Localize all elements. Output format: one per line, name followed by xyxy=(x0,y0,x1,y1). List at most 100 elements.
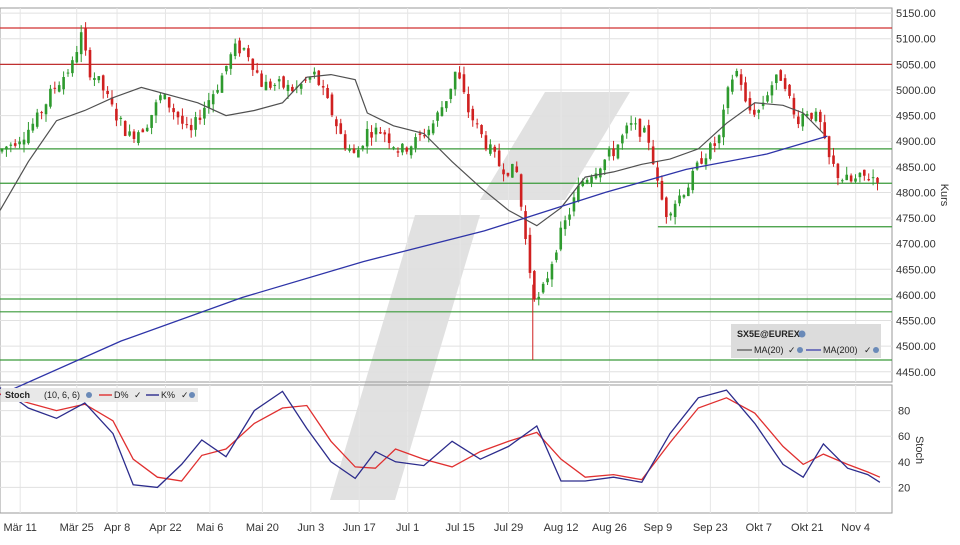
candle-body xyxy=(467,93,470,113)
y-tick-label: 4850.00 xyxy=(896,162,936,174)
candle-body xyxy=(304,79,307,81)
candle-body xyxy=(849,175,853,182)
stoch-line-k xyxy=(0,387,881,489)
candle-body xyxy=(66,72,70,74)
candle-body xyxy=(533,271,536,300)
candle-body xyxy=(44,104,48,115)
candle-body xyxy=(247,48,250,58)
candle-body xyxy=(731,79,734,92)
info-icon[interactable] xyxy=(86,392,92,398)
candle-body xyxy=(568,214,571,220)
candle-body xyxy=(0,149,4,152)
candle-body xyxy=(409,146,413,156)
candle-body xyxy=(819,111,822,123)
candle-body xyxy=(264,81,268,91)
candle-body xyxy=(471,108,475,121)
info-icon[interactable] xyxy=(873,347,879,353)
check-icon[interactable]: ✓ xyxy=(134,390,142,400)
y-tick-label: 4500.00 xyxy=(896,341,936,353)
info-icon[interactable] xyxy=(798,330,806,338)
candle-body xyxy=(88,50,92,78)
candle-body xyxy=(269,81,272,88)
y-tick-label: 5000.00 xyxy=(896,85,936,97)
candle-body xyxy=(93,78,96,80)
y-tick-label: 4550.00 xyxy=(896,316,936,328)
candle-body xyxy=(194,117,197,130)
x-tick-label: Sep 23 xyxy=(693,522,728,534)
candle-body xyxy=(185,124,189,126)
candle-body xyxy=(722,109,725,138)
candle-body xyxy=(159,95,162,101)
candle-body xyxy=(453,71,457,90)
candle-body xyxy=(753,109,756,115)
price-legend: SX5E@EUREX MA(20) ✓ MA(200) ✓ xyxy=(731,324,881,358)
legend-k: K% xyxy=(161,390,175,400)
candle-body xyxy=(559,227,563,250)
candle-body xyxy=(647,125,651,143)
candle-body xyxy=(832,155,835,164)
candle-body xyxy=(511,163,514,178)
candle-body xyxy=(339,123,343,134)
candle-body xyxy=(643,127,646,133)
candle-body xyxy=(621,135,624,144)
candle-body xyxy=(735,70,739,77)
x-tick-label: Aug 26 xyxy=(592,522,627,534)
candle-body xyxy=(458,72,461,79)
check-icon[interactable]: ✓ xyxy=(864,345,872,355)
candle-body xyxy=(810,112,813,119)
candle-body xyxy=(352,148,356,153)
candle-body xyxy=(836,163,840,179)
candle-body xyxy=(687,187,690,197)
candle-body xyxy=(57,85,61,92)
x-tick-label: Jun 3 xyxy=(297,522,324,534)
candle-body xyxy=(260,73,263,87)
candle-body xyxy=(775,74,778,84)
stoch-title: Stoch xyxy=(5,390,30,400)
candle-body xyxy=(585,179,589,183)
candle-body xyxy=(313,71,316,75)
check-icon[interactable]: ✓ xyxy=(181,390,189,400)
candle-body xyxy=(700,158,703,164)
y-tick-label: 20 xyxy=(898,482,910,494)
y-tick-label: 5100.00 xyxy=(896,34,936,46)
x-tick-label: Nov 4 xyxy=(841,522,870,534)
candle-body xyxy=(761,102,765,107)
candle-body xyxy=(189,124,193,131)
info-icon[interactable] xyxy=(189,392,195,398)
candle-body xyxy=(524,211,527,240)
candle-body xyxy=(625,125,629,134)
candle-body xyxy=(607,149,611,157)
candle-body xyxy=(418,133,422,135)
candle-body xyxy=(84,28,87,51)
candle-body xyxy=(537,296,541,300)
candle-body xyxy=(665,197,668,217)
candle-body xyxy=(669,213,673,216)
candle-body xyxy=(475,123,479,125)
candle-body xyxy=(348,149,351,151)
candle-body xyxy=(119,117,123,119)
candle-body xyxy=(577,185,580,202)
candle-body xyxy=(370,132,373,138)
candle-body xyxy=(691,170,695,191)
check-icon[interactable]: ✓ xyxy=(788,345,796,355)
candle-body xyxy=(383,132,387,135)
candle-body xyxy=(387,133,391,143)
x-tick-label: Aug 12 xyxy=(544,522,579,534)
candle-body xyxy=(489,144,492,154)
info-icon[interactable] xyxy=(797,347,803,353)
candle-body xyxy=(744,82,747,102)
stoch-lines xyxy=(0,387,881,489)
y-tick-label: 4950.00 xyxy=(896,111,936,123)
price-y-axis: 4450.00 4500.00 4550.00 4600.00 4650.00 4700.… xyxy=(896,8,936,379)
candle-body xyxy=(656,167,659,181)
candle-body xyxy=(867,179,871,181)
candle-body xyxy=(365,128,369,147)
support-resistance-levels xyxy=(0,27,892,361)
candle-body xyxy=(392,147,395,149)
candle-body xyxy=(115,108,118,121)
y-tick-label: 4700.00 xyxy=(896,239,936,251)
candle-body xyxy=(713,143,717,146)
legend-symbol: SX5E@EUREX xyxy=(737,329,800,339)
candle-body xyxy=(53,87,57,89)
